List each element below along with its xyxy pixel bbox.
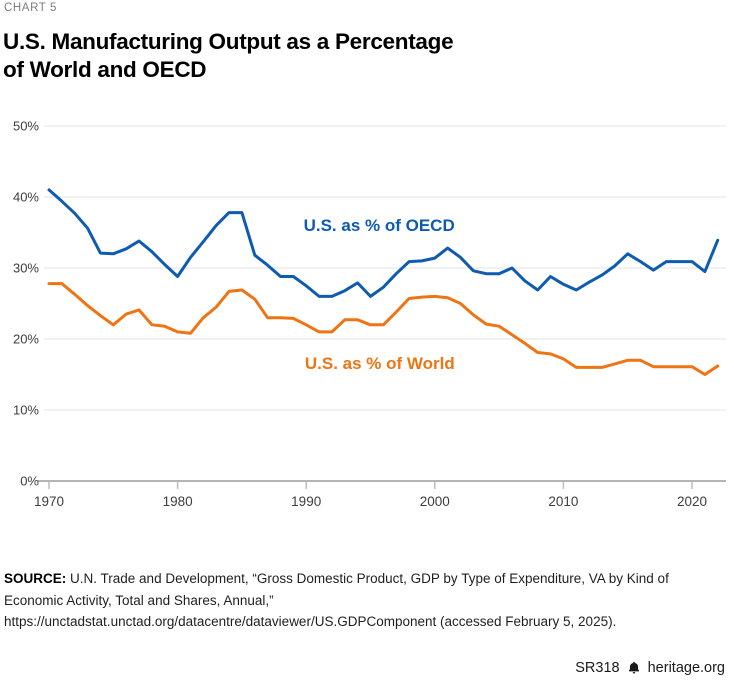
liberty-bell-icon xyxy=(628,661,639,674)
series-label-oecd: U.S. as % of OECD xyxy=(304,216,455,235)
x-axis xyxy=(38,480,726,489)
brand-domain: heritage.org xyxy=(647,660,725,676)
y-tick-label: 20% xyxy=(13,332,39,347)
x-tick-label: 1990 xyxy=(291,494,321,509)
x-tick-label: 2020 xyxy=(677,494,707,509)
y-tick-label: 0% xyxy=(20,474,39,489)
x-axis-labels: 1970 1980 1990 2000 2010 2020 xyxy=(34,494,707,509)
x-tick-label: 2010 xyxy=(548,494,578,509)
y-tick-label: 50% xyxy=(13,119,39,134)
footer-brand: SR318 heritage.org xyxy=(575,660,725,676)
chart-kicker: CHART 5 xyxy=(4,2,57,14)
source-label: SOURCE: xyxy=(4,571,67,586)
series-lines xyxy=(47,188,720,376)
series-line-oecd xyxy=(47,188,720,298)
y-tick-label: 10% xyxy=(13,403,39,418)
series-line-world xyxy=(47,282,720,376)
chart-title-line2: of World and OECD xyxy=(3,56,207,82)
y-tick-label: 40% xyxy=(13,190,39,205)
x-tick-label: 1970 xyxy=(34,494,64,509)
x-tick-label: 1980 xyxy=(163,494,193,509)
y-tick-label: 30% xyxy=(13,261,39,276)
source-line-1: U.N. Trade and Development, “Gross Domes… xyxy=(70,571,669,586)
chart-title: U.S. Manufacturing Output as a Percentag… xyxy=(3,28,454,83)
chart-title-line1: U.S. Manufacturing Output as a Percentag… xyxy=(3,29,454,54)
source-line-2: Economic Activity, Total and Shares, Ann… xyxy=(4,592,274,608)
y-axis-labels: 0% 10% 20% 30% 40% 50% xyxy=(13,119,39,489)
source-line-3: https://unctadstat.unctad.org/datacentre… xyxy=(4,614,617,629)
series-label-world: U.S. as % of World xyxy=(305,354,455,373)
series-labels: U.S. as % of OECD U.S. as % of World xyxy=(304,216,455,373)
report-id: SR318 xyxy=(575,660,620,676)
source-note: SOURCE: U.N. Trade and Development, “Gro… xyxy=(4,568,716,633)
x-tick-label: 2000 xyxy=(420,494,450,509)
gridlines xyxy=(44,125,726,411)
